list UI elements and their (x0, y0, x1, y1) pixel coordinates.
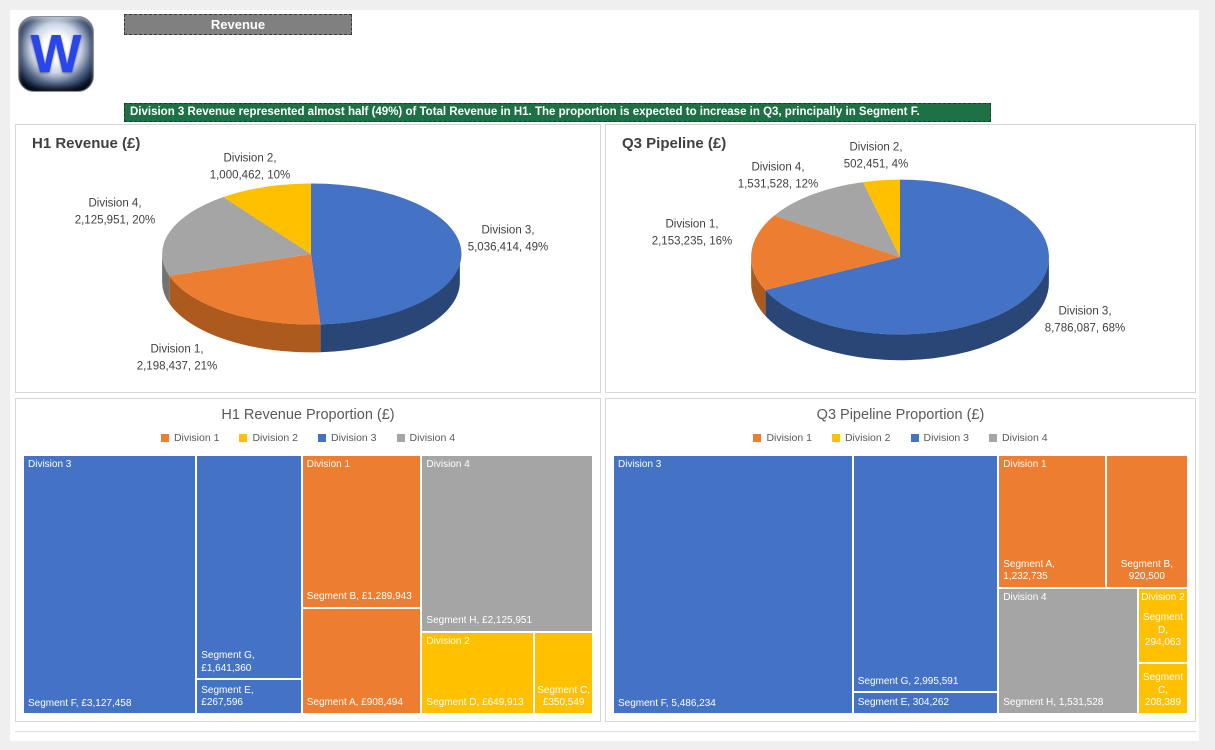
pie-label-division-3[interactable]: Division 3, 5,036,414, 49% (467, 224, 549, 253)
treemap-rect-segment-e[interactable]: Segment E, £267,596 (196, 679, 302, 714)
legend-item-division-2[interactable]: Division 2 (831, 432, 891, 444)
legend-swatch-division-1 (753, 434, 762, 442)
h1-revenue-pie-chart[interactable] (16, 125, 600, 392)
division-label: Division 2 (1141, 591, 1185, 603)
q3-treemap-chart: Division 3 Segment F, 5,486,234 Segment G… (613, 455, 1188, 714)
legend-label: Division 4 (1002, 432, 1048, 444)
chart-title-h1-proportion: H1 Revenue Proportion (£) (221, 407, 395, 423)
treemap-rect-segment-g[interactable]: Segment G, 2,995,591 (852, 455, 999, 693)
legend: Division 1 Division 2 Division 3 Divisio… (606, 432, 1195, 444)
legend-swatch-division-3 (910, 434, 919, 442)
treemap-rect-segment-c[interactable]: Segment C, £350,549 (534, 631, 593, 714)
segment-label: Segment G, £1,641,360 (201, 650, 255, 674)
h1-proportion-treemap-panel: H1 Revenue Proportion (£) Division 1 Div… (15, 398, 601, 722)
treemap-rect-segment-h[interactable]: Division 4 Segment H, £2,125,951 (421, 455, 593, 632)
segment-label: Segment A, £908,494 (306, 697, 403, 709)
q3-pipeline-pie-panel: Q3 Pipeline (£) Division 3, 8,786,087, 6… (605, 124, 1196, 393)
chart-title-q3-pipeline: Q3 Pipeline (£) (622, 135, 727, 152)
division-label: Division 1 (306, 459, 351, 470)
h1-treemap-chart: Division 3 Segment F, £3,127,458 Segment … (23, 455, 593, 714)
division-label: Division 3 (28, 459, 72, 470)
segment-label: Segment B, £1,289,943 (306, 591, 412, 603)
treemap-rect-segment-b[interactable]: Division 1 Segment B, £1,289,943 (301, 455, 422, 608)
legend-swatch-division-3 (318, 434, 326, 442)
segment-label: Segment E, 304,262 (857, 697, 949, 709)
segment-label: Segment F, 5,486,234 (618, 697, 716, 709)
q3-pipeline-pie-chart[interactable] (606, 125, 1195, 392)
pie-label-division-4[interactable]: Division 4, 1,531,528, 12% (737, 161, 819, 190)
treemap-rect-segment-d[interactable]: Division 2 Segment D, £649,913 (421, 631, 535, 714)
treemap-rect-segment-f[interactable]: Division 3 Segment F, £3,127,458 (23, 455, 197, 714)
legend-swatch-division-1 (160, 434, 169, 442)
segment-label: Segment H, 1,531,528 (1003, 697, 1104, 709)
segment-label: Segment B, 920,500 (1120, 558, 1173, 583)
treemap-rect-segment-b[interactable]: Segment B, 920,500 (1105, 455, 1188, 588)
legend-item-division-4[interactable]: Division 4 (396, 432, 456, 444)
treemap-rect-segment-a[interactable]: Segment A, £908,494 (301, 607, 422, 714)
segment-label: Segment E, £267,596 (201, 684, 254, 709)
pie-label-division-1[interactable]: Division 1, 2,153,235, 16% (651, 218, 733, 247)
legend-swatch-division-2 (239, 434, 248, 442)
legend-item-division-2[interactable]: Division 2 (239, 432, 298, 444)
division-label: Division 3 (618, 459, 662, 470)
legend-label: Division 3 (923, 432, 970, 444)
insight-banner[interactable]: Division 3 Revenue represented almost ha… (124, 103, 991, 122)
treemap-rect-segment-a[interactable]: Division 1 Segment A, 1,232,735 (998, 455, 1106, 588)
treemap-rect-segment-d[interactable]: Division 2 Segment D, 294,063 (1137, 587, 1188, 663)
pie-label-division-3[interactable]: Division 3, 8,786,087, 68% (1044, 305, 1126, 334)
segment-label: Segment G, 2,995,591 (857, 675, 959, 687)
treemap-rect-segment-c[interactable]: Segment C, 208,389 (1137, 662, 1188, 714)
pie-label-division-2[interactable]: Division 2, 1,000,462, 10% (209, 152, 291, 181)
segment-label: Segment A, 1,232,735 (1003, 558, 1055, 583)
division-label: Division 2 (426, 635, 470, 647)
pie-label-division-4[interactable]: Division 4, 2,125,951, 20% (74, 197, 156, 226)
segment-label: Segment D, £649,913 (426, 697, 524, 709)
logo-letter: W (30, 24, 82, 84)
pie-label-division-1[interactable]: Division 1, 2,198,437, 21% (136, 343, 218, 372)
segment-label: Segment F, £3,127,458 (28, 697, 132, 709)
legend-label: Division 2 (252, 432, 298, 444)
bottom-divider (15, 731, 1196, 732)
page-title[interactable]: Revenue (124, 14, 352, 35)
treemap-rect-segment-e[interactable]: Segment E, 304,262 (852, 692, 999, 714)
legend-label: Division 1 (173, 432, 220, 444)
app-logo: W (18, 16, 94, 92)
legend: Division 1 Division 2 Division 3 Divisio… (16, 432, 600, 444)
legend-swatch-division-4 (396, 434, 405, 442)
segment-label: Segment H, £2,125,951 (426, 615, 533, 627)
segment-label: Segment C, £350,549 (537, 684, 591, 709)
legend-label: Division 2 (844, 432, 891, 444)
chart-title-h1-revenue: H1 Revenue (£) (32, 135, 141, 152)
division-label: Division 4 (1003, 591, 1047, 603)
division-label: Division 1 (1003, 459, 1047, 470)
segment-label: Segment D, 294,063 (1142, 612, 1183, 649)
legend-label: Division 1 (766, 432, 812, 444)
h1-revenue-pie-panel: H1 Revenue (£) Division 3, 5,036,414, 49… (15, 124, 601, 393)
q3-proportion-treemap-panel: Q3 Pipeline Proportion (£) Division 1 Di… (605, 398, 1196, 722)
legend-item-division-1[interactable]: Division 1 (753, 432, 812, 444)
legend-swatch-division-2 (831, 434, 840, 442)
treemap-rect-segment-h[interactable]: Division 4 Segment H, 1,531,528 (998, 587, 1138, 714)
legend-swatch-division-4 (989, 434, 998, 442)
legend-item-division-1[interactable]: Division 1 (160, 432, 220, 444)
legend-label: Division 3 (331, 432, 377, 444)
treemap-rect-segment-g[interactable]: Segment G, £1,641,360 (196, 455, 302, 680)
chart-title-q3-proportion: Q3 Pipeline Proportion (£) (816, 407, 985, 423)
legend-item-division-3[interactable]: Division 3 (318, 432, 377, 444)
segment-label: Segment C, 208,389 (1142, 672, 1183, 709)
legend-item-division-4[interactable]: Division 4 (989, 432, 1048, 444)
treemap-rect-segment-f[interactable]: Division 3 Segment F, 5,486,234 (613, 455, 853, 714)
legend-item-division-3[interactable]: Division 3 (910, 432, 970, 444)
division-label: Division 4 (426, 459, 470, 470)
legend-label: Division 4 (409, 432, 456, 444)
pie-label-division-2[interactable]: Division 2, 502,451, 4% (843, 141, 909, 170)
